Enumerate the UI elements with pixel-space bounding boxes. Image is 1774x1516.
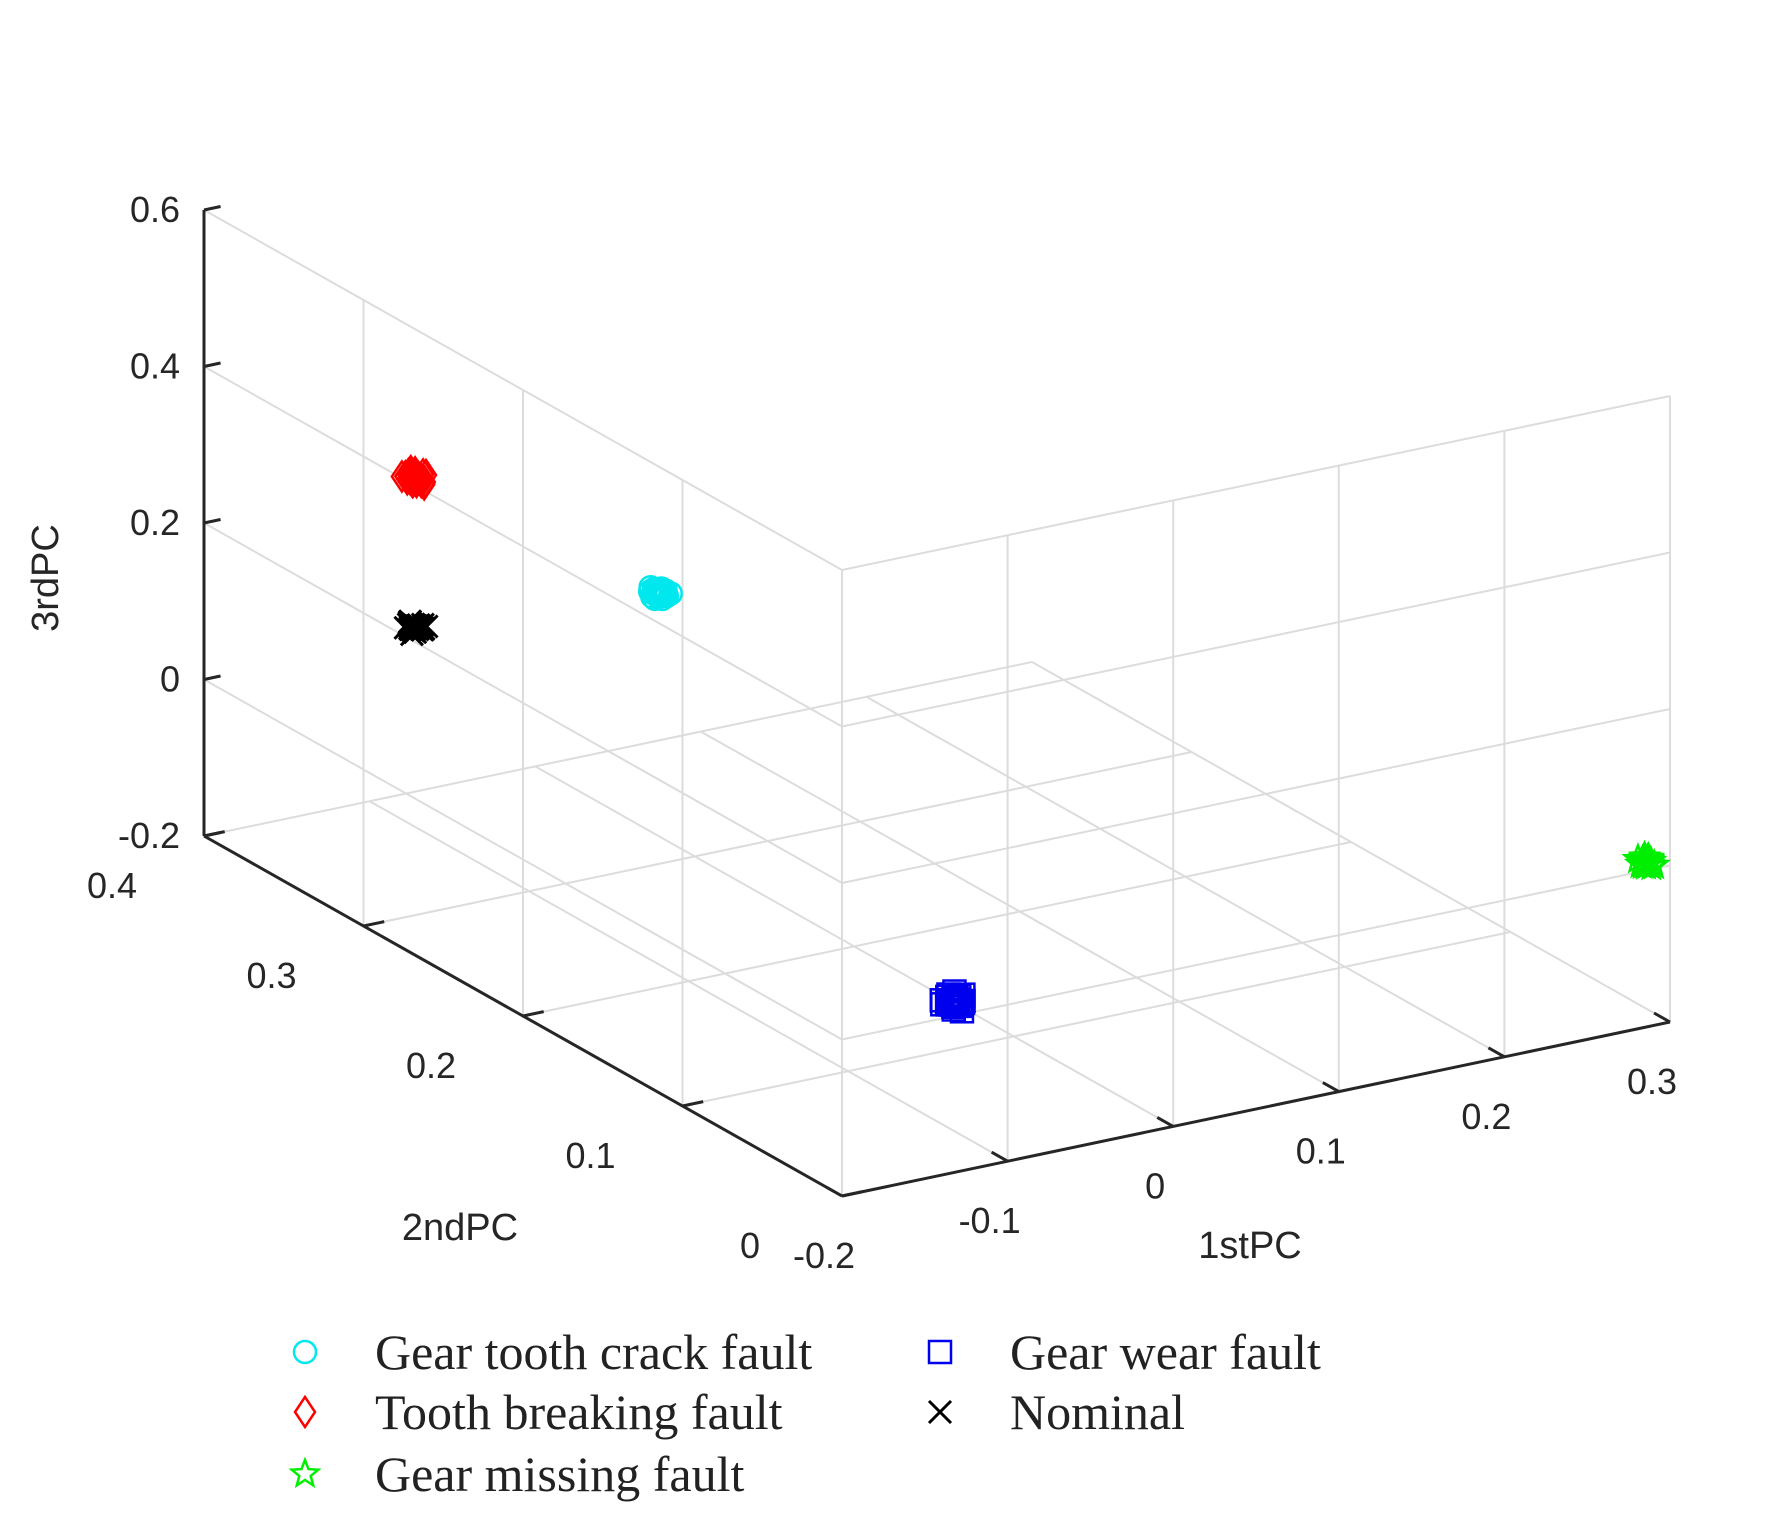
grid-line <box>841 395 1671 571</box>
axes <box>202 205 1671 1198</box>
y-tick-label: 0 <box>740 1225 760 1266</box>
y-tick-label: 0.2 <box>406 1045 456 1086</box>
y-tick-mark <box>522 1010 545 1018</box>
y-tick-label: 0.4 <box>87 865 137 906</box>
x-tick-mark <box>1322 1081 1340 1093</box>
data-point <box>408 461 432 496</box>
series-x <box>393 609 439 647</box>
x-tick-mark <box>825 1185 843 1198</box>
series-star <box>1621 839 1671 881</box>
y-tick-mark <box>363 920 385 928</box>
z-tick-label: 0.2 <box>130 502 180 543</box>
legend-label: Gear wear fault <box>1010 1324 1321 1380</box>
y-tick-mark <box>682 1100 704 1108</box>
legend-label: Nominal <box>1010 1384 1185 1440</box>
legend-marker-x <box>927 1399 953 1425</box>
grid-line <box>203 365 843 728</box>
legend-marker-circle <box>292 1339 318 1365</box>
data-point <box>1623 846 1658 879</box>
x-tick-label: 0.1 <box>1296 1131 1346 1172</box>
z-tick-mark <box>203 518 221 525</box>
z-tick-mark <box>203 361 221 368</box>
data-point <box>949 991 975 1017</box>
grid-line <box>522 841 1352 1017</box>
x-tick-label: 0.2 <box>1461 1096 1511 1137</box>
x-axis-label: 1stPC <box>1198 1225 1301 1267</box>
x-axis-line <box>841 1020 1671 1198</box>
data-point <box>396 612 421 637</box>
data-point <box>404 458 428 494</box>
x-tick-mark <box>1487 1046 1506 1059</box>
grid-line <box>682 931 1511 1107</box>
x-tick-mark <box>990 1150 1009 1163</box>
legend-label: Gear tooth crack fault <box>375 1324 812 1380</box>
grid-line <box>841 708 1671 884</box>
y-tick-label: 0.3 <box>246 955 296 996</box>
series-circle <box>637 574 683 612</box>
series-diamond <box>390 453 438 502</box>
data-point <box>413 464 437 500</box>
x-tick-mark <box>1156 1116 1174 1128</box>
series-square <box>929 979 976 1024</box>
legend-marker-diamond <box>293 1394 317 1430</box>
data-point <box>653 578 678 603</box>
grid-line <box>841 551 1671 728</box>
z-tick-label: 0.6 <box>130 189 180 230</box>
z-tick-label: -0.2 <box>118 815 180 856</box>
data-point <box>936 982 961 1007</box>
legend-marker-star <box>288 1456 322 1489</box>
grid-line <box>203 661 1033 837</box>
y-tick-mark <box>841 1190 864 1198</box>
grid-line <box>203 678 843 1041</box>
z-tick-mark <box>203 674 221 681</box>
grid-line <box>363 751 1192 927</box>
data-point <box>411 616 436 641</box>
x-tick-label: -0.2 <box>793 1235 855 1276</box>
data-point <box>399 458 423 494</box>
data-point <box>640 584 665 609</box>
x-tick-mark <box>1653 1011 1671 1024</box>
x-tick-label: -0.1 <box>959 1200 1021 1241</box>
z-tick-label: 0.4 <box>130 346 180 387</box>
x-tick-label: 0.3 <box>1627 1061 1677 1102</box>
z-axis-label: 3rdPC <box>25 524 67 632</box>
z-tick-mark <box>203 831 221 838</box>
data-point <box>951 988 976 1014</box>
grid-line <box>841 864 1671 1041</box>
data-point <box>405 613 430 638</box>
legend-label: Tooth breaking fault <box>375 1384 783 1440</box>
z-tick-label: 0 <box>160 659 180 700</box>
legend-marker-square <box>927 1339 953 1365</box>
tick-labels: -0.2 -0.1 0 0.1 0.2 0.3 0 0.1 0.2 0.3 0.4 -0.2 0 0.2 0… <box>87 189 1677 1276</box>
data-points <box>390 453 1671 1024</box>
z-tick-mark <box>203 205 221 212</box>
y-tick-label: 0.1 <box>565 1135 615 1176</box>
x-tick-label: 0 <box>1145 1165 1165 1206</box>
legend-label: Gear missing fault <box>375 1446 744 1502</box>
grid-line <box>203 209 843 571</box>
y-axis-label: 2ndPC <box>402 1207 518 1249</box>
grid-line <box>203 522 843 884</box>
